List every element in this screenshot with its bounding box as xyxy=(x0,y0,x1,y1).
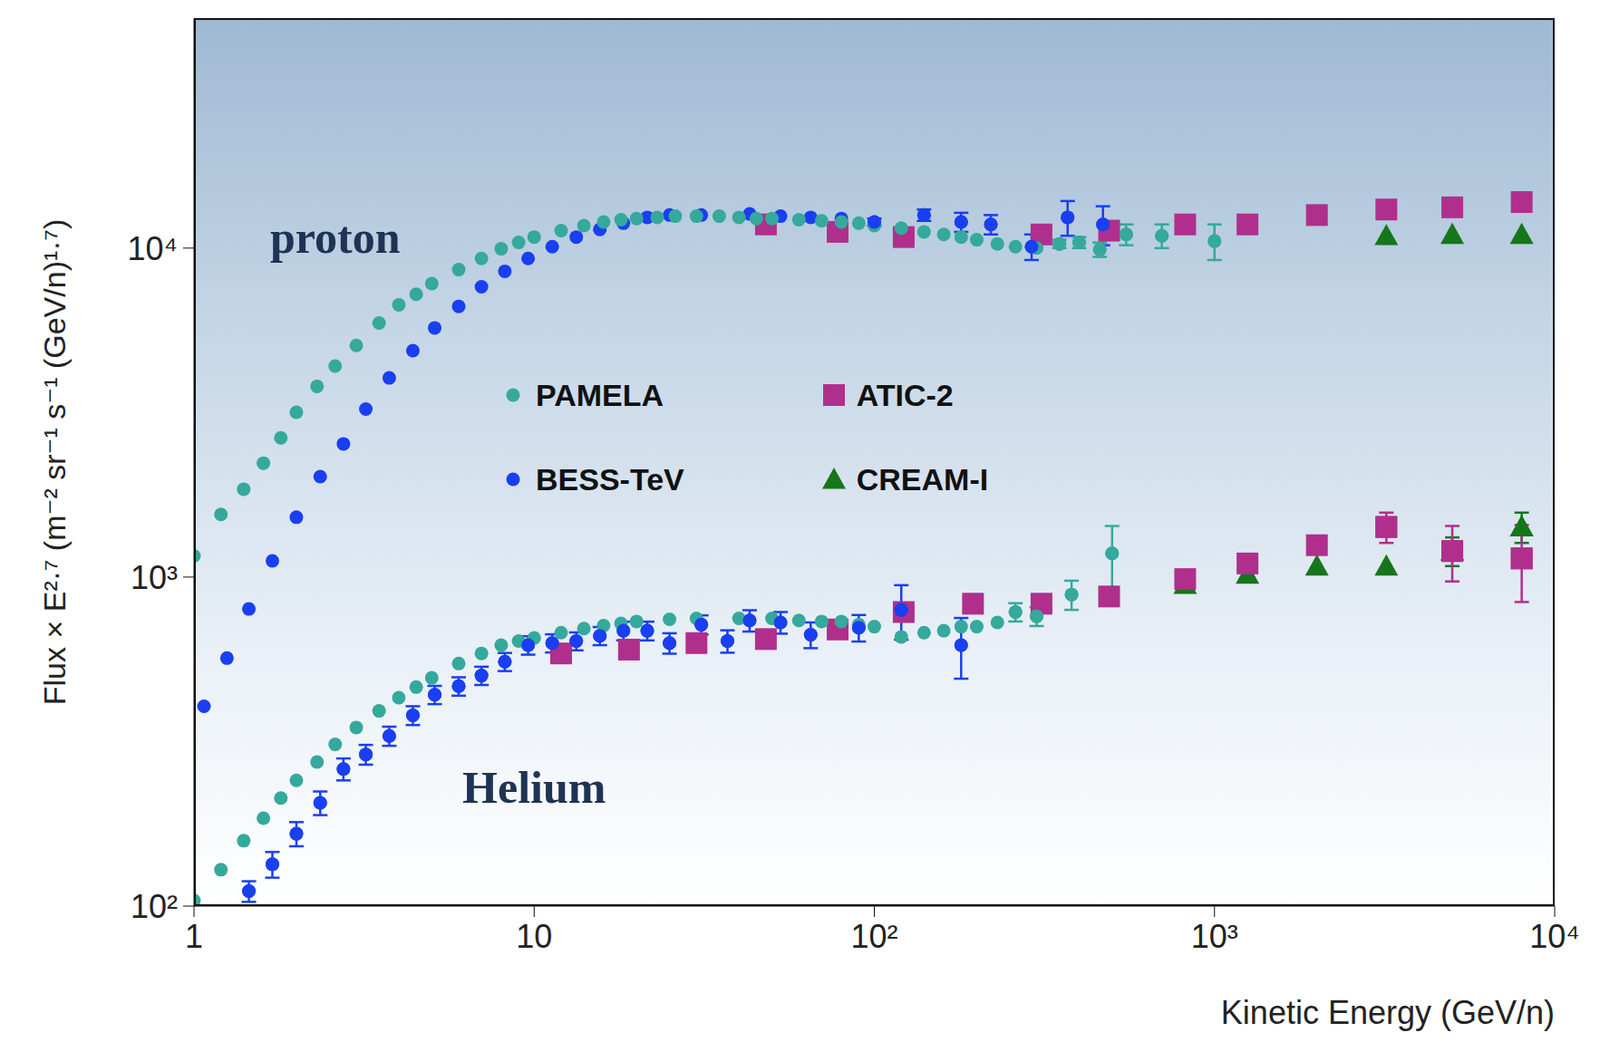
html-text:CREAM-I: CREAM-I xyxy=(856,461,989,497)
html-text:ATIC-2: ATIC-2 xyxy=(856,377,954,413)
svg-text:Helium: Helium xyxy=(462,762,606,814)
svg-text:10³: 10³ xyxy=(1191,918,1239,956)
html-text:PAMELA: PAMELA xyxy=(535,377,664,413)
svg-text:1: 1 xyxy=(184,918,204,956)
svg-text:proton: proton xyxy=(270,212,401,263)
html-text:BESS-TeV: BESS-TeV xyxy=(535,461,685,497)
svg-text:10³: 10³ xyxy=(130,559,178,597)
svg-text:Kinetic Energy (GeV/n): Kinetic Energy (GeV/n) xyxy=(1221,994,1555,1032)
svg-text:10: 10 xyxy=(515,918,553,956)
svg-text:Flux × E²·⁷ (m⁻² sr⁻¹ s⁻¹ (GeV: Flux × E²·⁷ (m⁻² sr⁻¹ s⁻¹ (GeV/n)¹·⁷) xyxy=(37,219,72,706)
svg-text:10²: 10² xyxy=(850,918,898,956)
svg-text:10⁴: 10⁴ xyxy=(1529,918,1581,956)
svg-text:10²: 10² xyxy=(130,888,178,926)
svg-text:10⁴: 10⁴ xyxy=(126,230,178,268)
